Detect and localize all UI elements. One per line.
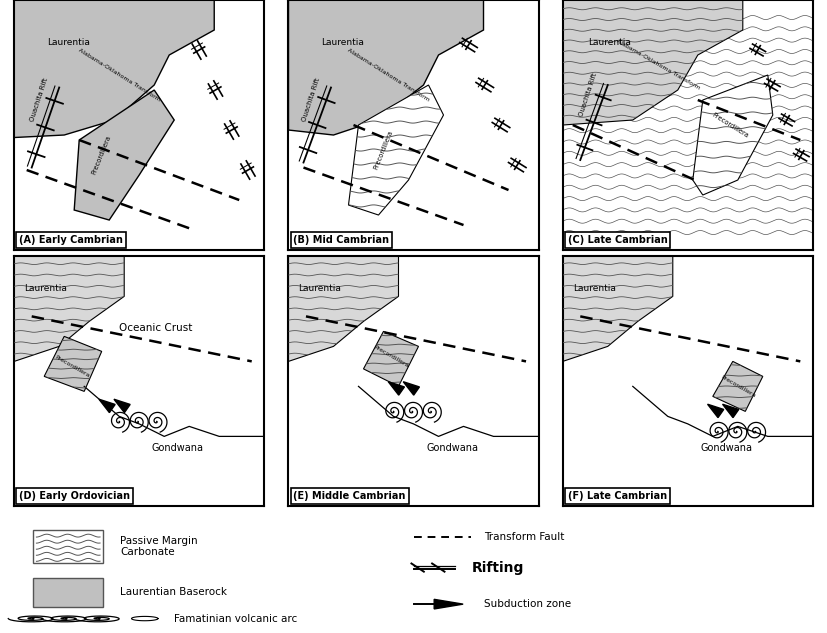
Polygon shape (723, 404, 739, 418)
Text: Laurentia: Laurentia (588, 38, 631, 47)
Text: Laurentia: Laurentia (46, 38, 89, 47)
Text: Precordillera: Precordillera (373, 130, 394, 170)
Text: Oceanic Crust: Oceanic Crust (119, 323, 193, 334)
Text: Laurentia: Laurentia (299, 284, 342, 293)
Text: Gondwana: Gondwana (426, 443, 478, 453)
Polygon shape (348, 85, 443, 215)
Text: (F) Late Cambrian: (F) Late Cambrian (568, 491, 667, 501)
Polygon shape (74, 90, 174, 220)
Text: (C) Late Cambrian: (C) Late Cambrian (568, 235, 667, 245)
Polygon shape (434, 599, 463, 609)
Text: (A) Early Cambrian: (A) Early Cambrian (19, 235, 123, 245)
Text: Precordillera: Precordillera (91, 134, 112, 175)
Text: Alabama-Oklahoma Transform: Alabama-Oklahoma Transform (347, 47, 430, 103)
Polygon shape (388, 382, 404, 395)
Text: Subduction zone: Subduction zone (484, 599, 571, 609)
Text: (E) Middle Cambrian: (E) Middle Cambrian (294, 491, 406, 501)
Text: Laurentia: Laurentia (573, 284, 615, 293)
Text: Gondwana: Gondwana (700, 443, 753, 453)
Text: Ouachita Rift: Ouachita Rift (29, 77, 49, 123)
Text: Precordillera: Precordillera (54, 354, 90, 379)
Text: Precordillera: Precordillera (719, 374, 756, 398)
Polygon shape (708, 404, 724, 418)
FancyBboxPatch shape (33, 530, 103, 563)
Polygon shape (562, 0, 743, 125)
Text: Gondwana: Gondwana (151, 443, 203, 453)
Text: Precordillera: Precordillera (711, 111, 749, 139)
Text: (B) Mid Cambrian: (B) Mid Cambrian (294, 235, 390, 245)
Polygon shape (562, 0, 813, 250)
Polygon shape (289, 256, 399, 361)
Polygon shape (404, 382, 419, 395)
Text: Laurentian Baserock: Laurentian Baserock (120, 587, 227, 597)
Text: Laurentia: Laurentia (321, 38, 364, 47)
Polygon shape (693, 75, 772, 195)
Text: Alabama-Oklahoma Transform: Alabama-Oklahoma Transform (77, 47, 161, 103)
Polygon shape (99, 399, 115, 413)
Text: Precordillera: Precordillera (373, 344, 409, 368)
Polygon shape (14, 0, 214, 137)
Text: Alabama-Oklahoma Transform: Alabama-Oklahoma Transform (615, 39, 700, 91)
Text: Ouachita Rift: Ouachita Rift (578, 72, 598, 118)
Text: Rifting: Rifting (471, 561, 523, 575)
Polygon shape (44, 336, 102, 391)
Polygon shape (713, 361, 762, 411)
Polygon shape (289, 0, 484, 135)
Text: Transform Fault: Transform Fault (484, 532, 564, 542)
Text: Famatinian volcanic arc: Famatinian volcanic arc (174, 613, 297, 624)
Polygon shape (562, 256, 673, 361)
Polygon shape (364, 332, 418, 386)
Polygon shape (14, 256, 124, 361)
Text: Laurentia: Laurentia (24, 284, 67, 293)
Text: (D) Early Ordovician: (D) Early Ordovician (19, 491, 130, 501)
Polygon shape (114, 399, 130, 413)
Text: Passive Margin
Carbonate: Passive Margin Carbonate (120, 536, 198, 557)
Text: Ouachita Rift: Ouachita Rift (301, 77, 321, 123)
FancyBboxPatch shape (33, 578, 103, 606)
